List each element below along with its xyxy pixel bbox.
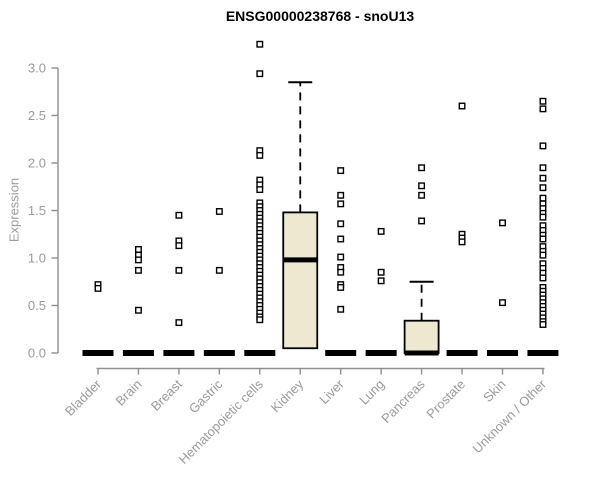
svg-text:0.5: 0.5 — [28, 298, 46, 313]
outlier-point — [337, 167, 345, 175]
outliers-skin — [499, 219, 506, 307]
svg-text:0.0: 0.0 — [28, 346, 46, 361]
svg-text:1.5: 1.5 — [28, 203, 46, 218]
outlier-point — [256, 70, 264, 78]
svg-text:1.0: 1.0 — [28, 251, 46, 266]
outlier-point — [499, 299, 506, 307]
outlier-point — [337, 268, 345, 276]
outlier-point — [134, 266, 142, 274]
outlier-point — [499, 219, 506, 227]
outlier-point — [539, 142, 547, 150]
outlier-point — [337, 220, 345, 228]
outliers-hematopoietic-cells — [256, 40, 264, 324]
outliers-brain — [134, 245, 142, 314]
outlier-point — [539, 105, 547, 113]
outliers-unknown-other — [539, 97, 547, 328]
svg-text:Lung: Lung — [356, 377, 387, 408]
outlier-point — [377, 227, 385, 235]
outlier-point — [256, 40, 264, 48]
boxplot-kidney — [282, 81, 319, 350]
svg-text:Breast: Breast — [148, 376, 185, 413]
svg-text:3.0: 3.0 — [28, 61, 46, 76]
svg-text:2.5: 2.5 — [28, 108, 46, 123]
chart-title: ENSG00000238768 - snoU13 — [225, 8, 415, 24]
outlier-point — [539, 164, 547, 172]
outlier-point — [134, 306, 142, 314]
svg-text:Liver: Liver — [316, 376, 347, 407]
outlier-point — [539, 174, 547, 182]
outlier-point — [337, 200, 345, 208]
outlier-point — [418, 182, 426, 190]
outlier-point — [539, 97, 547, 105]
outlier-point — [458, 238, 466, 246]
outlier-point — [418, 191, 426, 199]
outlier-point — [337, 284, 345, 291]
outlier-point — [377, 268, 385, 276]
outlier-point — [175, 211, 183, 219]
outlier-point — [539, 213, 547, 221]
outlier-point — [539, 251, 547, 259]
svg-text:Skin: Skin — [480, 377, 508, 405]
outliers-pancreas — [418, 164, 426, 225]
boxplot-pancreas — [403, 280, 440, 356]
outlier-point — [256, 316, 264, 324]
svg-text:Pancreas: Pancreas — [378, 376, 428, 426]
outlier-point — [539, 235, 547, 243]
outliers-lung — [377, 227, 385, 285]
outlier-point — [215, 266, 223, 274]
outlier-point — [256, 186, 264, 194]
outlier-point — [337, 305, 345, 313]
outlier-point — [418, 217, 426, 225]
outlier-point — [539, 321, 547, 328]
outliers-bladder — [94, 281, 102, 292]
outlier-point — [458, 102, 466, 110]
outlier-point — [256, 151, 264, 159]
svg-text:2.0: 2.0 — [28, 156, 46, 171]
outlier-point — [377, 277, 385, 285]
outlier-point — [337, 235, 345, 243]
outlier-point — [337, 191, 345, 199]
svg-text:Bladder: Bladder — [62, 376, 105, 419]
outlier-point — [418, 164, 426, 172]
svg-text:Kidney: Kidney — [268, 376, 307, 415]
svg-text:Gastric: Gastric — [186, 376, 226, 416]
outlier-point — [337, 253, 345, 261]
svg-text:Prostate: Prostate — [423, 377, 468, 422]
outlier-point — [134, 245, 142, 253]
outlier-point — [539, 274, 547, 282]
svg-text:Brain: Brain — [112, 377, 144, 409]
outlier-point — [94, 284, 102, 292]
outlier-point — [175, 242, 183, 250]
outlier-point — [215, 207, 223, 215]
outliers-prostate — [458, 102, 466, 246]
outlier-point — [539, 194, 547, 202]
svg-text:Unknown / Other: Unknown / Other — [469, 376, 549, 456]
outlier-point — [175, 266, 183, 274]
outliers-breast — [175, 211, 183, 327]
outlier-point — [134, 256, 142, 264]
outliers-liver — [337, 167, 345, 313]
outlier-point — [539, 184, 547, 192]
y-axis: 0.0 0.5 1.0 1.5 2.0 2.5 3.0 — [28, 61, 59, 361]
outliers-gastric — [215, 207, 223, 274]
outlier-point — [175, 319, 183, 327]
